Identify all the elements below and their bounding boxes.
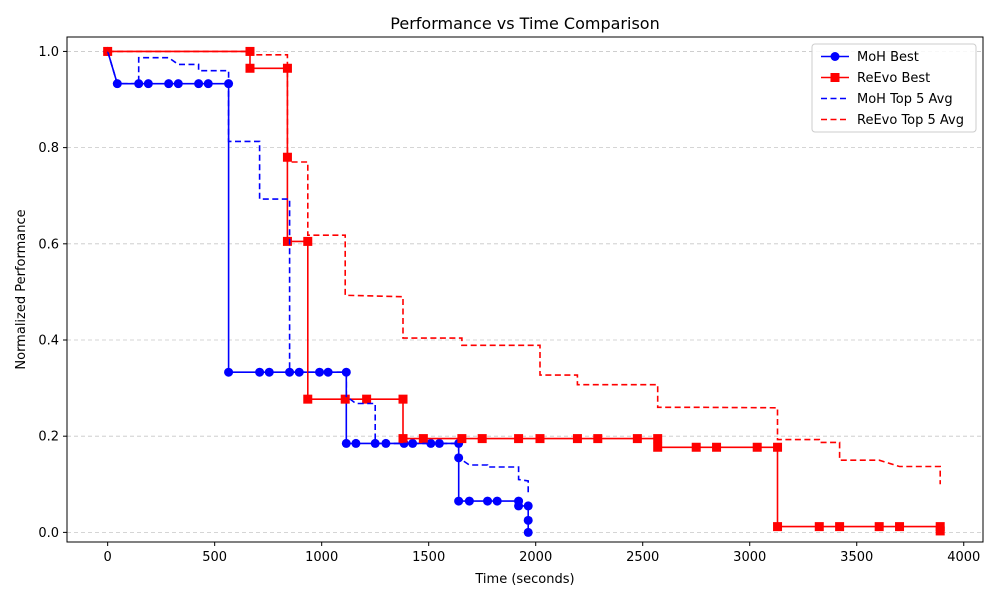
series-line-3	[107, 50, 942, 485]
data-point-1-28	[835, 522, 845, 532]
data-point-0-33	[523, 501, 533, 511]
data-point-1-15	[514, 434, 524, 444]
data-point-1-18	[593, 434, 603, 444]
data-point-0-24	[434, 438, 444, 448]
data-point-1-7	[303, 394, 313, 404]
series-reevo-best	[103, 46, 945, 536]
data-point-1-16	[535, 434, 545, 444]
data-point-1-11	[398, 434, 408, 444]
data-point-1-10	[398, 394, 408, 404]
x-tick-label-0: 0	[104, 550, 112, 565]
data-point-1-29	[874, 522, 884, 532]
data-point-1-27	[814, 522, 824, 532]
y-tick-label-4: 0.8	[38, 141, 59, 156]
data-point-0-2	[134, 79, 144, 89]
data-point-1-3	[282, 63, 292, 73]
data-point-1-30	[895, 522, 905, 532]
data-point-0-5	[173, 79, 183, 89]
legend-label-0: MoH Best	[857, 50, 919, 65]
data-point-1-2	[245, 63, 255, 73]
x-tick-label-3: 1500	[412, 550, 445, 565]
legend-label-2: MoH Top 5 Avg	[857, 92, 953, 107]
data-point-1-9	[362, 394, 372, 404]
data-point-1-20	[653, 434, 663, 444]
series-line-2	[106, 51, 530, 494]
data-point-0-4	[164, 79, 174, 89]
data-point-1-19	[632, 434, 642, 444]
data-point-1-8	[340, 394, 350, 404]
axis-layer: 0 500 1000 1500 2000 2500 3000 3500 4000 0.0 0.2 0.…	[38, 45, 980, 565]
data-point-0-27	[454, 496, 464, 506]
plot-frame	[66, 36, 984, 543]
y-tick-label-0: 0.0	[38, 526, 59, 541]
data-point-0-35	[523, 527, 533, 537]
legend-marker-0	[830, 52, 840, 61]
x-tick-label-8: 4000	[947, 550, 980, 565]
y-axis-title: Normalized Performance	[14, 209, 29, 369]
x-tick-label-6: 3000	[733, 550, 766, 565]
x-tick-label-2: 1000	[305, 550, 338, 565]
data-point-0-17	[341, 438, 351, 448]
data-point-1-26	[773, 522, 783, 532]
data-point-1-22	[691, 442, 701, 452]
series-line-0	[106, 51, 530, 533]
series-moh-top-5-avg	[106, 51, 530, 494]
data-point-1-13	[457, 434, 467, 444]
data-point-1-21	[653, 442, 663, 452]
y-tick-label-1: 0.2	[38, 430, 59, 445]
data-point-0-18	[351, 438, 361, 448]
data-point-1-1	[245, 46, 255, 56]
x-tick-label-4: 2000	[519, 550, 552, 565]
data-point-0-30	[492, 496, 502, 506]
series-layer	[103, 46, 945, 537]
y-tick-label-3: 0.6	[38, 237, 59, 252]
x-tick-label-5: 2500	[626, 550, 659, 565]
data-point-0-11	[264, 367, 274, 377]
data-point-0-9	[224, 367, 234, 377]
y-tick-label-5: 1.0	[38, 45, 59, 60]
data-point-0-10	[255, 367, 265, 377]
y-tick-label-2: 0.4	[38, 334, 59, 349]
legend-marker-1	[830, 73, 840, 82]
data-point-1-5	[282, 236, 292, 246]
x-axis-title: Time (seconds)	[474, 572, 574, 587]
data-point-1-25	[773, 442, 783, 452]
data-point-0-22	[408, 438, 418, 448]
data-point-1-17	[572, 434, 582, 444]
x-tick-label-1: 500	[202, 550, 227, 565]
data-point-0-6	[194, 79, 204, 89]
data-point-1-32	[935, 526, 945, 536]
data-point-1-24	[752, 442, 762, 452]
data-point-0-7	[203, 79, 213, 89]
legend: MoH Best ReEvo Best MoH Top 5 Avg ReEvo Top…	[811, 43, 977, 133]
x-tick-label-7: 3500	[840, 550, 873, 565]
data-point-0-34	[523, 515, 533, 525]
data-point-0-32	[514, 501, 524, 511]
data-point-1-6	[303, 236, 313, 246]
chart-title: Performance vs Time Comparison	[390, 14, 659, 33]
legend-box	[811, 43, 977, 133]
legend-label-1: ReEvo Best	[857, 71, 930, 86]
data-point-1-12	[418, 434, 428, 444]
series-reevo-top-5-avg	[107, 50, 942, 485]
data-point-0-29	[483, 496, 493, 506]
data-point-0-28	[464, 496, 474, 506]
data-point-1-23	[712, 442, 722, 452]
data-point-0-23	[426, 438, 436, 448]
legend-label-3: ReEvo Top 5 Avg	[857, 113, 964, 128]
data-point-0-3	[143, 79, 153, 89]
data-point-1-14	[477, 434, 487, 444]
